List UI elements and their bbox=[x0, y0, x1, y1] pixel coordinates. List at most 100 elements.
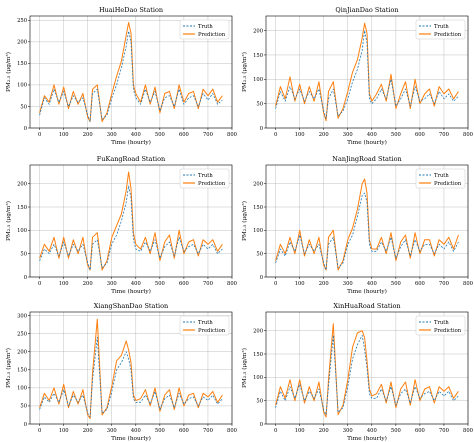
x-tick-label: 0 bbox=[38, 428, 41, 434]
x-axis-label: Time (hourly) bbox=[347, 435, 387, 442]
y-axis-label: PM₂.₅ (μg/m³) bbox=[241, 52, 248, 92]
x-tick-label: 200 bbox=[83, 428, 93, 434]
y-tick-label: 0 bbox=[24, 126, 27, 132]
legend-prediction-label: Prediction bbox=[198, 328, 226, 334]
chart-title: XiangShanDao Station bbox=[94, 302, 168, 310]
x-axis-label: Time (hourly) bbox=[111, 288, 151, 295]
y-tick-label: 150 bbox=[253, 205, 263, 211]
legend-truth-label: Truth bbox=[434, 173, 449, 179]
legend-truth-label: Truth bbox=[198, 320, 213, 326]
x-axis-label: Time (hourly) bbox=[111, 435, 151, 442]
series-line-prediction bbox=[39, 318, 223, 420]
x-tick-label: 800 bbox=[227, 132, 237, 138]
x-tick-label: 800 bbox=[463, 281, 473, 287]
x-tick-label: 0 bbox=[274, 281, 277, 287]
x-tick-label: 300 bbox=[107, 428, 117, 434]
x-tick-label: 400 bbox=[367, 428, 377, 434]
series-line-truth bbox=[39, 185, 223, 271]
x-tick-label: 200 bbox=[83, 132, 93, 138]
y-tick-label: 100 bbox=[17, 83, 27, 89]
y-tick-label: 200 bbox=[17, 181, 27, 187]
y-tick-label: 50 bbox=[256, 398, 263, 404]
plot-frame bbox=[29, 311, 233, 425]
x-tick-label: 600 bbox=[415, 428, 425, 434]
y-tick-label: 200 bbox=[17, 350, 27, 356]
x-tick-label: 100 bbox=[59, 132, 69, 138]
series-line-prediction bbox=[275, 22, 459, 122]
x-axis-label: Time (hourly) bbox=[347, 288, 387, 295]
series-line-truth bbox=[39, 336, 223, 418]
plot-frame bbox=[265, 164, 469, 278]
x-tick-label: 700 bbox=[203, 132, 213, 138]
x-tick-label: 500 bbox=[155, 281, 165, 287]
y-tick-label: 200 bbox=[253, 181, 263, 187]
y-tick-label: 150 bbox=[17, 368, 27, 374]
x-tick-label: 300 bbox=[343, 281, 353, 287]
y-tick-label: 200 bbox=[17, 40, 27, 46]
x-tick-label: 400 bbox=[367, 281, 377, 287]
x-tick-label: 700 bbox=[203, 428, 213, 434]
series-line-prediction bbox=[275, 323, 459, 418]
y-tick-label: 100 bbox=[17, 228, 27, 234]
legend-prediction-label: Prediction bbox=[434, 328, 462, 334]
x-tick-label: 300 bbox=[107, 132, 117, 138]
x-tick-label: 500 bbox=[391, 281, 401, 287]
y-axis-label: PM₂.₅ (μg/m³) bbox=[5, 348, 12, 388]
series-line-truth bbox=[275, 192, 459, 271]
chart-title: NanJingRoad Station bbox=[332, 155, 401, 163]
y-axis-label: PM₂.₅ (μg/m³) bbox=[241, 348, 248, 388]
y-tick-label: 250 bbox=[17, 18, 27, 24]
y-tick-label: 0 bbox=[260, 422, 263, 428]
y-tick-label: 150 bbox=[253, 53, 263, 59]
chart-title: XinHuaRoad Station bbox=[333, 302, 400, 310]
x-tick-label: 0 bbox=[38, 132, 41, 138]
y-tick-label: 0 bbox=[260, 275, 263, 281]
x-tick-label: 100 bbox=[295, 281, 305, 287]
legend-prediction-label: Prediction bbox=[198, 32, 226, 38]
x-tick-label: 800 bbox=[227, 428, 237, 434]
x-tick-label: 300 bbox=[343, 132, 353, 138]
y-axis-label: PM₂.₅ (μg/m³) bbox=[5, 201, 12, 241]
x-tick-label: 800 bbox=[227, 281, 237, 287]
x-axis-label: Time (hourly) bbox=[111, 139, 151, 146]
y-tick-label: 100 bbox=[253, 375, 263, 381]
y-tick-label: 0 bbox=[24, 422, 27, 428]
x-tick-label: 700 bbox=[439, 428, 449, 434]
y-tick-label: 0 bbox=[260, 126, 263, 132]
chart-title: FuKangRoad Station bbox=[97, 155, 165, 163]
x-tick-label: 600 bbox=[415, 132, 425, 138]
plot-frame bbox=[29, 164, 233, 278]
series-line-truth bbox=[39, 30, 223, 122]
legend-truth-label: Truth bbox=[434, 320, 449, 326]
x-tick-label: 500 bbox=[155, 132, 165, 138]
plot-frame bbox=[265, 15, 469, 129]
y-tick-label: 150 bbox=[17, 205, 27, 211]
series-line-truth bbox=[275, 30, 459, 119]
y-tick-label: 50 bbox=[256, 251, 263, 257]
y-tick-label: 150 bbox=[17, 61, 27, 67]
y-tick-label: 300 bbox=[17, 313, 27, 319]
y-tick-label: 100 bbox=[253, 228, 263, 234]
x-tick-label: 600 bbox=[179, 132, 189, 138]
x-tick-label: 700 bbox=[439, 132, 449, 138]
x-tick-label: 500 bbox=[391, 132, 401, 138]
x-tick-label: 700 bbox=[203, 281, 213, 287]
y-axis-label: PM₂.₅ (μg/m³) bbox=[5, 52, 12, 92]
x-tick-label: 800 bbox=[463, 132, 473, 138]
x-tick-label: 600 bbox=[179, 281, 189, 287]
x-tick-label: 100 bbox=[295, 132, 305, 138]
x-tick-label: 0 bbox=[274, 428, 277, 434]
x-tick-label: 400 bbox=[131, 428, 141, 434]
x-tick-label: 100 bbox=[59, 281, 69, 287]
y-tick-label: 200 bbox=[253, 328, 263, 334]
y-tick-label: 50 bbox=[20, 104, 27, 110]
x-tick-label: 100 bbox=[59, 428, 69, 434]
legend-prediction-label: Prediction bbox=[198, 181, 226, 187]
plot-frame bbox=[265, 311, 469, 425]
x-tick-label: 200 bbox=[83, 281, 93, 287]
